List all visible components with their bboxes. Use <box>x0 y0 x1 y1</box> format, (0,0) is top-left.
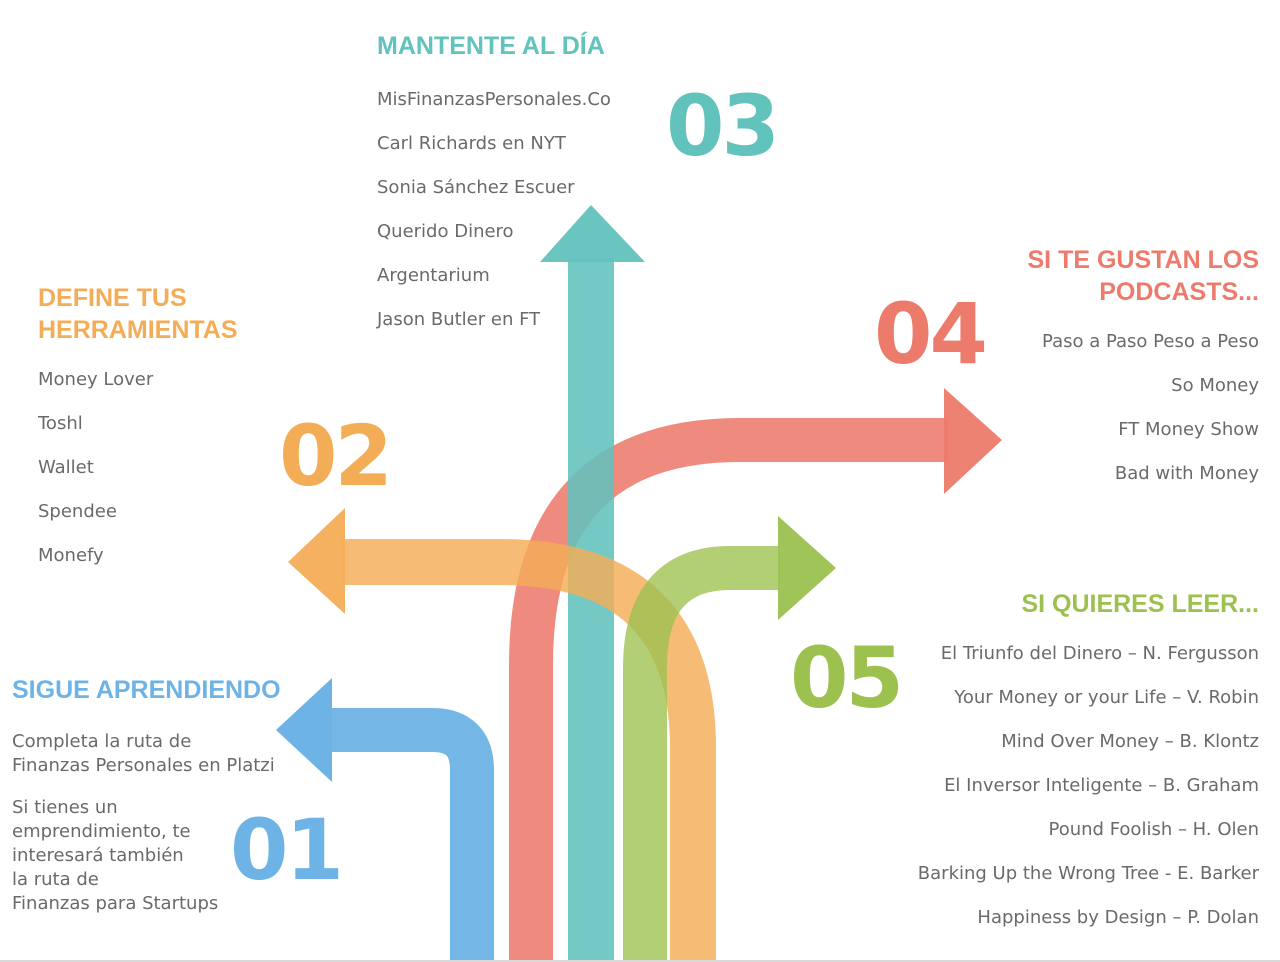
s02-item[interactable]: Money Lover <box>38 369 154 390</box>
s04-item[interactable]: FT Money Show <box>1118 419 1259 440</box>
s03-item[interactable]: MisFinanzasPersonales.Co <box>377 89 611 110</box>
s03-item[interactable]: Carl Richards en NYT <box>377 133 566 154</box>
s04-item[interactable]: Bad with Money <box>1114 463 1259 484</box>
s01-paragraph-startups[interactable]: Si tienes un emprendimiento, te interesa… <box>12 797 219 914</box>
arrow-03-teal <box>540 205 645 962</box>
s02-title: DEFINE TUS HERRAMIENTAS <box>38 284 238 344</box>
s04-title: SI TE GUSTAN LOS PODCASTS... <box>1027 246 1260 306</box>
s03-item[interactable]: Argentarium <box>377 265 490 286</box>
s03-title: MANTENTE AL DÍA <box>377 32 605 60</box>
arrow-05-green <box>623 516 836 962</box>
s05-item[interactable]: Happiness by Design – P. Dolan <box>977 907 1259 928</box>
s05-item[interactable]: El Inversor Inteligente – B. Graham <box>944 775 1259 796</box>
s05-item[interactable]: El Triunfo del Dinero – N. Fergusson <box>940 643 1259 664</box>
s02-item[interactable]: Toshl <box>38 413 83 434</box>
s03-item[interactable]: Querido Dinero <box>377 221 514 242</box>
s03-item[interactable]: Sonia Sánchez Escuer <box>377 177 575 198</box>
s01-paragraph-platzi[interactable]: Completa la ruta de Finanzas Personales … <box>12 731 275 776</box>
s04-list: Paso a Paso Peso a Peso So Money FT Mone… <box>1042 332 1259 484</box>
s05-list: El Triunfo del Dinero – N. Fergusson You… <box>918 644 1259 928</box>
s02-item[interactable]: Monefy <box>38 545 104 566</box>
s05-number: 05 <box>790 629 904 727</box>
s02-list: Money Lover Toshl Wallet Spendee Monefy <box>38 370 153 566</box>
s02-item[interactable]: Spendee <box>38 501 117 522</box>
s05-item[interactable]: Pound Foolish – H. Olen <box>1048 819 1259 840</box>
s03-list: MisFinanzasPersonales.Co Carl Richards e… <box>377 90 611 330</box>
s05-item[interactable]: Mind Over Money – B. Klontz <box>1001 731 1259 752</box>
s01-number: 01 <box>230 801 344 899</box>
s03-item[interactable]: Jason Butler en FT <box>377 309 541 330</box>
s02-number: 02 <box>279 407 393 505</box>
s04-item[interactable]: Paso a Paso Peso a Peso <box>1042 331 1259 352</box>
s04-number: 04 <box>874 285 988 383</box>
bottom-divider <box>0 960 1280 962</box>
s05-item[interactable]: Your Money or your Life – V. Robin <box>954 687 1259 708</box>
arrow-01-blue <box>276 678 494 962</box>
s05-item[interactable]: Barking Up the Wrong Tree - E. Barker <box>917 863 1259 884</box>
s05-title: SI QUIERES LEER... <box>1021 590 1259 618</box>
s02-item[interactable]: Wallet <box>38 457 94 478</box>
s01-title: SIGUE APRENDIENDO <box>12 676 281 704</box>
s04-item[interactable]: So Money <box>1171 375 1259 396</box>
s03-number: 03 <box>666 77 780 175</box>
